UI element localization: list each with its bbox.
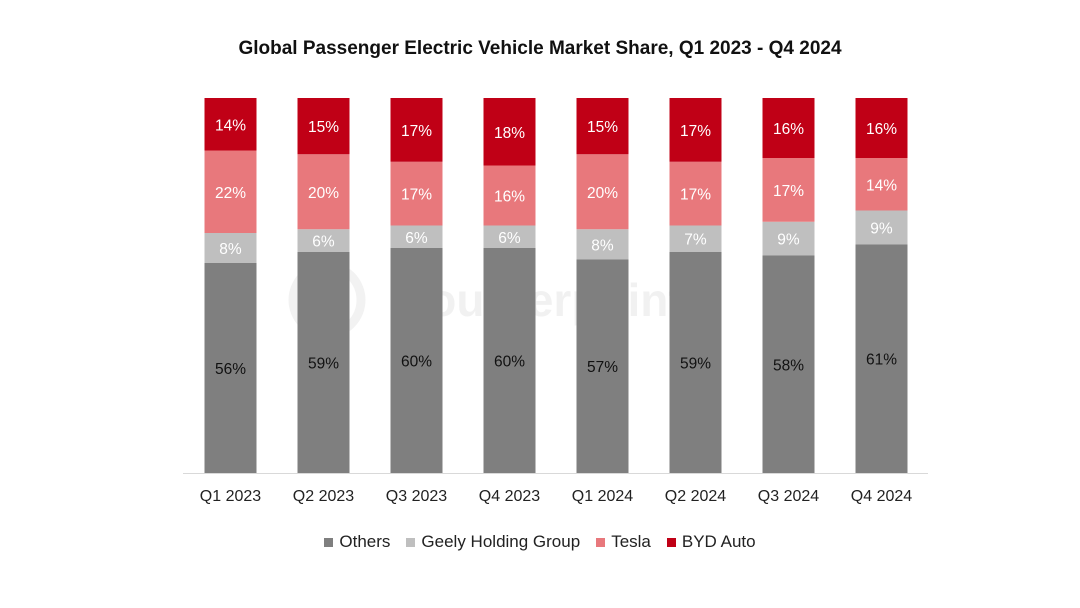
bar-segment xyxy=(762,158,815,222)
data-label: 6% xyxy=(312,234,335,251)
bar-segment xyxy=(855,98,908,158)
data-label: 17% xyxy=(680,123,711,140)
bar-segment xyxy=(204,233,257,263)
bar-segment xyxy=(390,248,443,473)
bar-segment xyxy=(204,150,257,233)
bar-segment xyxy=(483,98,536,166)
data-label: 60% xyxy=(494,354,525,371)
data-label: 61% xyxy=(866,352,897,369)
data-label: 59% xyxy=(308,355,339,372)
bar-segment xyxy=(855,210,908,245)
data-label: 16% xyxy=(773,121,804,138)
bar-segment xyxy=(762,98,815,158)
legend-item: Tesla xyxy=(596,532,651,552)
legend-swatch xyxy=(406,537,416,547)
x-axis-ticks: Q1 2023 Q2 2023 Q3 2023 Q4 2023 Q1 2024 Q2 20… xyxy=(200,488,912,505)
bar-segment xyxy=(669,161,722,226)
data-label: 59% xyxy=(680,355,711,372)
data-label: 6% xyxy=(405,230,428,247)
bar-segment xyxy=(483,165,536,226)
data-label: 57% xyxy=(587,359,618,376)
legend-item: Geely Holding Group xyxy=(406,532,580,552)
bar-segment xyxy=(762,221,815,256)
x-tick-label: Q4 2023 xyxy=(479,488,540,505)
data-label: 20% xyxy=(308,185,339,202)
bar-segment xyxy=(576,98,629,155)
legend-label: BYD Auto xyxy=(681,532,756,551)
watermark: Counterpoint xyxy=(288,261,684,339)
data-label: 14% xyxy=(215,117,246,134)
x-tick-label: Q3 2024 xyxy=(758,488,819,505)
legend-swatch xyxy=(666,537,676,547)
data-label: 17% xyxy=(401,123,432,140)
data-label: 8% xyxy=(219,241,242,258)
legend-label: Geely Holding Group xyxy=(421,532,581,551)
bar-segment xyxy=(297,98,350,155)
bars: 56% 8% 22% 14% 59% 6% 20% 15% 60% 6% 17% 17% 60% 6% 16… xyxy=(204,98,908,473)
legend-label: Others xyxy=(339,532,391,551)
x-tick-label: Q1 2024 xyxy=(572,488,633,505)
data-label: 8% xyxy=(591,237,614,254)
bar-segment xyxy=(576,154,629,230)
bar-segment xyxy=(855,244,908,473)
data-label: 16% xyxy=(866,121,897,138)
legend: Others Geely Holding Group Tesla BYD Auto xyxy=(0,532,1080,552)
bar-segment xyxy=(762,255,815,473)
bar-segment xyxy=(669,251,722,473)
bar-segment xyxy=(390,161,443,226)
data-label: 22% xyxy=(215,185,246,202)
legend-label: Tesla xyxy=(611,532,651,551)
x-tick-label: Q4 2024 xyxy=(851,488,912,505)
data-label: 18% xyxy=(494,125,525,142)
bar-segment xyxy=(669,98,722,162)
legend-item: Others xyxy=(324,532,390,552)
data-label: 60% xyxy=(401,354,432,371)
bar-segment xyxy=(390,225,443,248)
data-label: 7% xyxy=(684,232,707,249)
x-tick-label: Q2 2023 xyxy=(293,488,354,505)
data-label: 9% xyxy=(870,220,893,237)
data-label: 20% xyxy=(587,185,618,202)
bar-segment xyxy=(855,158,908,211)
data-label: 6% xyxy=(498,230,521,247)
x-tick-label: Q1 2023 xyxy=(200,488,261,505)
chart-title: Global Passenger Electric Vehicle Market… xyxy=(238,38,842,59)
bar-segment xyxy=(390,98,443,162)
data-label: 58% xyxy=(773,357,804,374)
legend-swatch xyxy=(596,537,606,547)
bar-segment xyxy=(297,154,350,230)
bar-segment xyxy=(669,225,722,252)
data-label: 17% xyxy=(680,187,711,204)
watermark-text: Counterpoint xyxy=(395,274,684,326)
data-label: 17% xyxy=(401,187,432,204)
data-label: 9% xyxy=(777,232,800,249)
bar-segment xyxy=(483,225,536,248)
legend-item: BYD Auto xyxy=(666,532,756,552)
x-tick-label: Q3 2023 xyxy=(386,488,447,505)
data-label: 15% xyxy=(308,119,339,136)
bar-segment xyxy=(297,229,350,252)
bar-segment xyxy=(576,259,629,473)
bar-segment xyxy=(297,251,350,473)
bar-segment xyxy=(483,248,536,473)
data-label: 17% xyxy=(773,183,804,200)
legend-swatch xyxy=(324,537,334,547)
data-label: 56% xyxy=(215,361,246,378)
bar-segment xyxy=(576,229,629,260)
bar-segment xyxy=(204,98,257,151)
bar-segment xyxy=(204,263,257,473)
x-tick-label: Q2 2024 xyxy=(665,488,726,505)
data-label: 16% xyxy=(494,189,525,206)
data-label: 15% xyxy=(587,119,618,136)
data-label: 14% xyxy=(866,177,897,194)
